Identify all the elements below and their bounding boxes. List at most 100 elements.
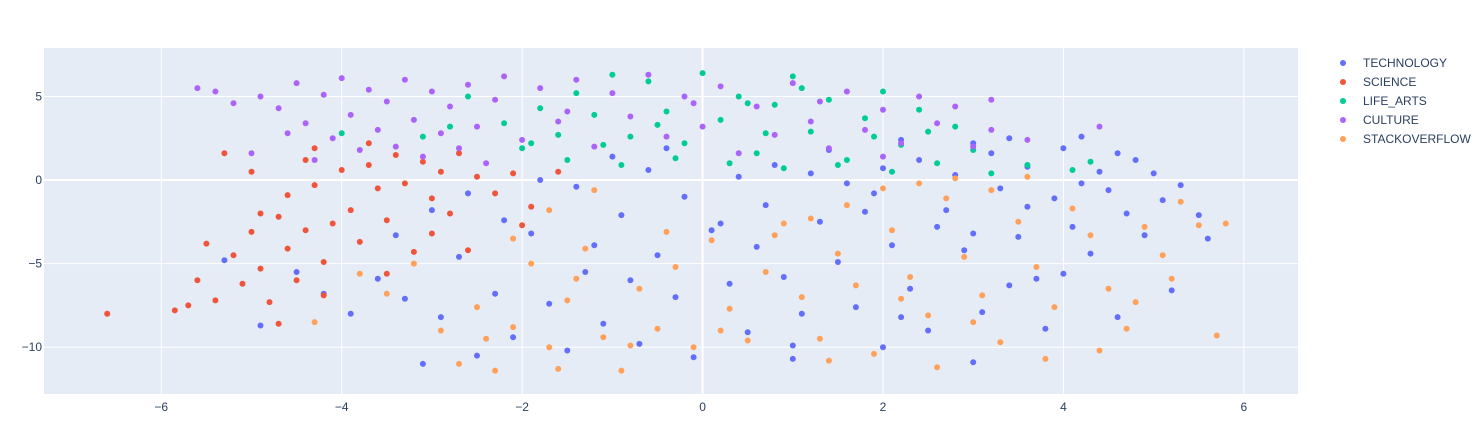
data-point bbox=[1177, 198, 1184, 205]
data-point bbox=[564, 157, 571, 163]
data-point bbox=[970, 319, 977, 326]
data-point bbox=[1213, 332, 1220, 339]
data-point bbox=[871, 190, 877, 197]
data-point bbox=[428, 88, 435, 95]
data-point bbox=[871, 350, 877, 357]
data-point bbox=[816, 218, 823, 225]
data-point bbox=[952, 123, 959, 130]
series-stackoverflow bbox=[311, 173, 1229, 374]
data-point bbox=[392, 152, 399, 158]
data-point bbox=[627, 342, 634, 349]
data-point bbox=[492, 367, 499, 374]
data-point bbox=[528, 140, 535, 147]
legend-item-technology[interactable]: TECHNOLOGY bbox=[1340, 56, 1447, 70]
data-point bbox=[898, 140, 905, 147]
data-point bbox=[988, 170, 995, 177]
data-point bbox=[771, 131, 778, 138]
data-point bbox=[717, 83, 724, 90]
data-point bbox=[726, 160, 733, 167]
data-point bbox=[988, 126, 995, 133]
y-tick-label: −10 bbox=[22, 340, 43, 354]
series-culture bbox=[194, 71, 1103, 167]
data-point bbox=[726, 280, 733, 287]
data-point bbox=[501, 120, 508, 127]
data-point bbox=[916, 106, 923, 113]
data-point bbox=[456, 145, 462, 152]
data-point bbox=[383, 217, 390, 224]
data-point bbox=[555, 168, 562, 175]
data-point bbox=[771, 101, 778, 108]
data-point bbox=[925, 312, 932, 319]
data-point bbox=[284, 245, 291, 252]
data-point bbox=[645, 71, 652, 78]
data-point bbox=[1114, 314, 1121, 321]
data-point bbox=[428, 207, 435, 214]
data-point bbox=[1006, 282, 1013, 289]
data-point bbox=[555, 131, 562, 138]
data-point bbox=[618, 367, 625, 374]
data-point bbox=[988, 150, 995, 157]
data-point bbox=[717, 116, 724, 123]
data-point bbox=[555, 365, 562, 372]
data-point bbox=[311, 145, 318, 152]
data-point bbox=[1033, 264, 1040, 270]
data-point bbox=[519, 222, 526, 229]
data-point bbox=[970, 359, 977, 366]
series-life-arts bbox=[338, 70, 1094, 177]
data-point bbox=[401, 295, 408, 302]
x-tick-label: −6 bbox=[154, 400, 168, 414]
data-point bbox=[248, 168, 255, 175]
data-point bbox=[636, 340, 643, 347]
data-point bbox=[573, 183, 580, 190]
data-point bbox=[104, 310, 111, 317]
legend[interactable]: TECHNOLOGY SCIENCE LIFE_ARTS CULTURE STACKOV… bbox=[1340, 56, 1471, 146]
data-point bbox=[465, 190, 471, 197]
data-point bbox=[383, 270, 390, 277]
data-point bbox=[275, 320, 282, 327]
data-point bbox=[880, 106, 886, 113]
data-point bbox=[537, 85, 544, 92]
data-point bbox=[1060, 270, 1067, 277]
data-point bbox=[347, 111, 354, 118]
data-point bbox=[401, 180, 408, 187]
data-point bbox=[492, 290, 499, 297]
data-point bbox=[726, 305, 733, 312]
data-point bbox=[428, 230, 435, 237]
data-point bbox=[925, 327, 932, 334]
data-point bbox=[564, 108, 571, 115]
x-tick-label: −4 bbox=[335, 400, 349, 414]
data-point bbox=[456, 253, 462, 260]
data-point bbox=[447, 123, 453, 130]
data-point bbox=[762, 269, 769, 275]
data-point bbox=[916, 93, 923, 100]
data-point bbox=[1096, 168, 1103, 175]
data-point bbox=[203, 240, 210, 247]
legend-item-stackoverflow[interactable]: STACKOVERFLOW bbox=[1340, 132, 1471, 146]
data-point bbox=[961, 253, 968, 260]
data-point bbox=[356, 147, 363, 153]
data-point bbox=[663, 228, 670, 235]
data-point bbox=[807, 215, 814, 222]
data-point bbox=[889, 227, 895, 234]
data-point bbox=[699, 123, 706, 130]
data-point bbox=[1087, 158, 1094, 165]
data-point bbox=[257, 93, 264, 100]
data-point bbox=[834, 250, 841, 257]
data-point bbox=[636, 285, 643, 292]
data-point bbox=[591, 111, 598, 118]
legend-item-life-arts[interactable]: LIFE_ARTS bbox=[1340, 94, 1427, 108]
data-point bbox=[880, 153, 886, 160]
data-point bbox=[645, 78, 652, 85]
legend-item-science[interactable]: SCIENCE bbox=[1340, 75, 1416, 89]
data-point bbox=[266, 299, 273, 306]
legend-item-culture[interactable]: CULTURE bbox=[1340, 113, 1419, 127]
data-point bbox=[465, 93, 471, 100]
data-point bbox=[916, 180, 923, 187]
data-point bbox=[609, 71, 616, 78]
data-point bbox=[591, 143, 598, 150]
data-point bbox=[780, 165, 787, 172]
data-point bbox=[780, 274, 787, 280]
data-point bbox=[789, 342, 796, 349]
data-point bbox=[437, 130, 444, 137]
data-point bbox=[510, 324, 517, 331]
